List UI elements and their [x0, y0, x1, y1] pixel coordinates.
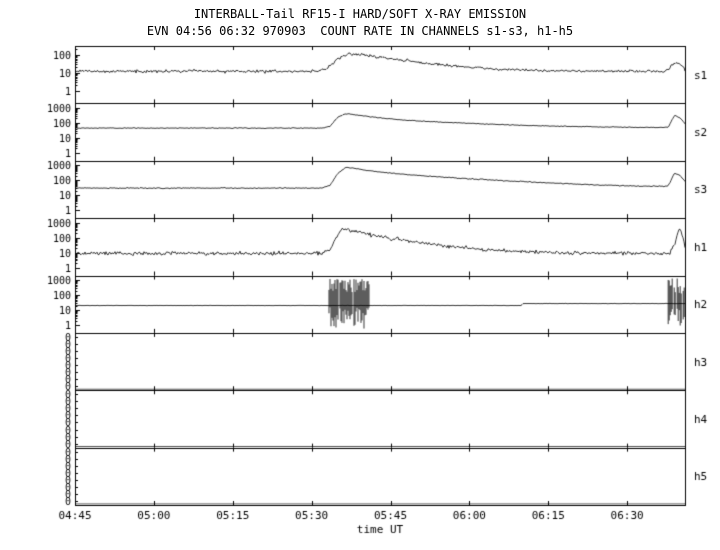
xray-multipanel-plot: INTERBALL-Tail RF15-I HARD/SOFT X-RAY EM…: [0, 0, 720, 550]
chart-canvas: [0, 0, 720, 550]
